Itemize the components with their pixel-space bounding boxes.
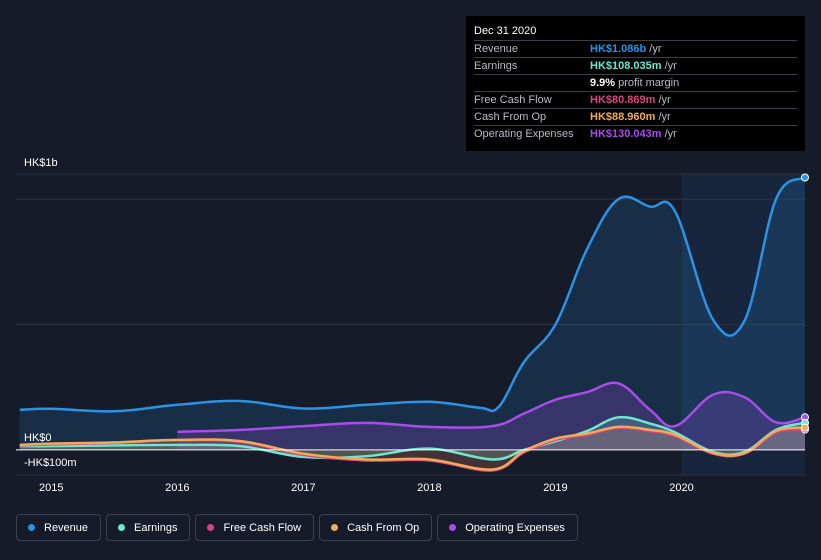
tooltip-label: Free Cash Flow: [474, 94, 552, 106]
tooltip-unit: /yr: [658, 94, 671, 106]
operating-expenses-area: [177, 382, 805, 450]
series-lines: [19, 176, 806, 472]
revenue-line: [19, 176, 806, 413]
revenue-end-point: [801, 173, 809, 182]
legend-label: Operating Expenses: [465, 521, 565, 534]
tooltip-value: HK$108.035m: [590, 60, 662, 72]
revenue-area: [19, 177, 806, 450]
x-tick-label: 2018: [417, 482, 441, 494]
legend: Revenue Earnings Free Cash Flow Cash From O…: [16, 514, 578, 541]
tooltip-label: [474, 75, 590, 91]
legend-dot-icon: [331, 524, 339, 531]
legend-item-operating-expenses[interactable]: Operating Expenses: [437, 514, 578, 541]
x-tick-label: 2015: [39, 482, 63, 494]
tooltip-row: Revenue HK$1.086b/yr: [474, 41, 797, 58]
tooltip-value: 9.9%: [590, 77, 616, 89]
tooltip-unit: /yr: [664, 128, 677, 140]
x-tick-label: 2019: [543, 482, 567, 494]
tooltip-row: Earnings HK$108.035m/yr: [474, 58, 797, 75]
legend-dot-icon: [118, 524, 126, 531]
legend-dot-icon: [28, 524, 35, 531]
legend-item-cash-from-op[interactable]: Cash From Op: [319, 514, 433, 541]
legend-label: Earnings: [134, 521, 178, 534]
y-label-top: HK$1b: [24, 157, 58, 169]
tooltip-rows: Revenue HK$1.086b/yr Earnings HK$108.035m/y…: [474, 41, 797, 142]
tooltip-label: Revenue: [474, 43, 519, 55]
end-markers: [801, 173, 809, 434]
legend-dot-icon: [207, 524, 215, 531]
tooltip-date: Dec 31 2020: [474, 24, 797, 41]
x-tick-label: 2020: [669, 482, 693, 494]
legend-label: Free Cash Flow: [223, 521, 302, 534]
tooltip: Dec 31 2020 Revenue HK$1.086b/yr Earnings H…: [466, 16, 805, 151]
legend-label: Cash From Op: [347, 521, 420, 534]
x-tick-label: 2016: [165, 482, 189, 494]
tooltip-unit: /yr: [658, 111, 671, 123]
cash-from-op-end-point: [801, 423, 809, 432]
tooltip-label: Earnings: [474, 60, 518, 72]
tooltip-unit: profit margin: [618, 77, 680, 89]
y-label-zero: HK$0: [24, 432, 52, 444]
x-tick-label: 2017: [291, 482, 315, 494]
y-label-negative: -HK$100m: [24, 457, 77, 469]
tooltip-row: 9.9% profit margin: [474, 75, 797, 92]
legend-dot-icon: [449, 524, 457, 531]
cash-from-op-area: [19, 426, 806, 470]
tooltip-row: Cash From Op HK$88.960m/yr: [474, 109, 797, 126]
tooltip-value: HK$88.960m: [590, 111, 656, 123]
tooltip-unit: /yr: [664, 60, 677, 72]
x-axis-ticks: 2015 2016 2017 2018 2019 2020: [39, 482, 694, 494]
tooltip-label: Operating Expenses: [474, 128, 574, 140]
legend-item-revenue[interactable]: Revenue: [16, 514, 102, 541]
tooltip-value: HK$130.043m: [590, 128, 662, 140]
legend-item-earnings[interactable]: Earnings: [106, 514, 191, 541]
tooltip-row: Operating Expenses HK$130.043m/yr: [474, 126, 797, 142]
operating-expenses-line: [177, 381, 806, 434]
tooltip-value: HK$1.086b: [590, 43, 647, 55]
tooltip-unit: /yr: [649, 43, 662, 55]
tooltip-row: Free Cash Flow HK$80.869m/yr: [474, 92, 797, 109]
cash-from-op-line: [19, 425, 806, 471]
legend-label: Revenue: [44, 521, 89, 534]
gridlines: [16, 173, 805, 476]
free-cash-flow-area: [19, 427, 806, 471]
tooltip-value: HK$80.869m: [590, 94, 656, 106]
tooltip-label: Cash From Op: [474, 111, 547, 123]
legend-item-free-cash-flow[interactable]: Free Cash Flow: [195, 514, 315, 541]
